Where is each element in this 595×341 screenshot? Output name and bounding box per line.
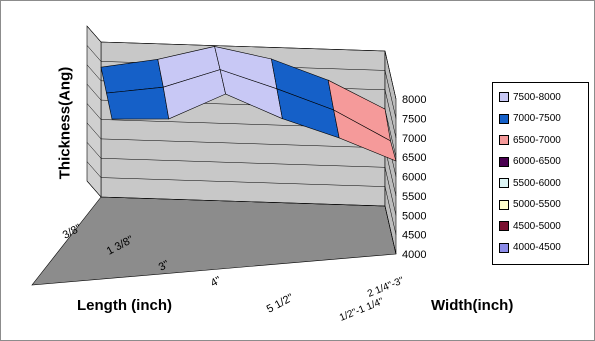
legend-swatch (499, 221, 509, 231)
z-axis-title: Width(inch) (431, 297, 514, 314)
legend-item: 4000-4500 (499, 240, 561, 256)
legend-item: 5000-5500 (499, 197, 561, 213)
legend-swatch (499, 156, 509, 167)
legend-swatch (499, 135, 509, 145)
legend-label: 4000-4500 (513, 242, 561, 253)
gridline (86, 161, 397, 235)
x-axis-title: Length (inch) (77, 297, 172, 314)
gridline (86, 83, 397, 158)
z-tick-label: 2 1/4"-3" (366, 275, 406, 300)
y-tick-label: 7500 (402, 113, 426, 125)
y-tick-label: 6000 (402, 172, 426, 184)
legend: 7500-8000 7000-7500 6500-7000 6000-6500 5500… (492, 82, 589, 265)
legend-item: 7000-7500 (499, 111, 561, 127)
surface (100, 46, 397, 162)
legend-swatch (499, 199, 509, 210)
surface-patch (333, 109, 397, 162)
legend-label: 7500-8000 (513, 91, 561, 103)
gridline (86, 122, 397, 196)
legend-swatch (499, 92, 509, 102)
legend-item: 7500-8000 (499, 89, 561, 105)
legend-label: 6500-7000 (513, 134, 561, 146)
legend-label: 5000-5500 (513, 199, 561, 210)
gridline (86, 142, 397, 216)
z-tick-label: 1/2"-1 1/4" (338, 296, 386, 324)
y-axis-title: Thickness(Ang) (56, 66, 74, 180)
legend-swatch (499, 113, 509, 124)
legend-swatch (499, 178, 509, 188)
gridline (86, 25, 397, 100)
legend-label: 4500-5000 (513, 220, 561, 232)
y-tick-label: 5500 (402, 191, 426, 203)
floor (31, 196, 397, 286)
x-tick-label: 4" (209, 274, 224, 289)
z-tick-labels: 1/2"-1 1/4"2 1/4"-3" (338, 275, 406, 324)
legend-label: 5500-6000 (513, 177, 561, 189)
x-tick-label: 5 1/2" (265, 292, 296, 316)
legend-item: 6000-6500 (499, 154, 561, 170)
legend-swatch (499, 242, 509, 253)
y-tick-label: 7000 (402, 133, 426, 145)
legend-label: 7000-7500 (513, 113, 561, 124)
y-tick-label: 6500 (402, 152, 426, 164)
y-tick-label: 4500 (402, 230, 426, 242)
legend-label: 6000-6500 (513, 156, 561, 167)
y-tick-labels: 4000 4500 5000 5500 6000 6500 7000 7500 8000 (402, 94, 426, 261)
gridline (86, 180, 397, 255)
y-tick-label: 8000 (402, 94, 426, 106)
legend-item: 5500-6000 (499, 175, 561, 191)
surface-patch (106, 86, 170, 120)
legend-item: 6500-7000 (499, 132, 561, 148)
legend-item: 4500-5000 (499, 218, 561, 234)
y-tick-label: 5000 (402, 210, 426, 222)
y-tick-label: 4000 (402, 249, 426, 261)
